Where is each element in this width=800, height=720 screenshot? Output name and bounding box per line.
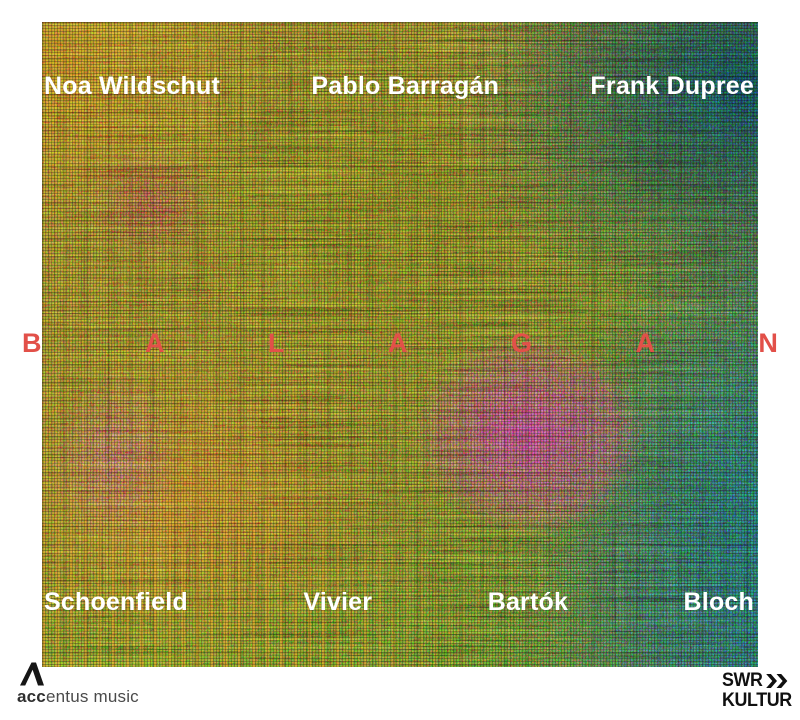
title-letter: A [635, 328, 655, 358]
accentus-wordmark: accentus music [17, 688, 139, 705]
title-letter: A [387, 328, 408, 358]
swr-kultur-logo: SWR KULTUR [722, 671, 792, 710]
title-letter: A [144, 328, 165, 358]
weave-grid-overlay [42, 22, 758, 667]
title-letter: G [510, 328, 532, 358]
cover-artwork: Noa Wildschut Pablo Barragán Frank Dupre… [42, 22, 758, 667]
album-title-balagan: B A L A G A N [22, 330, 778, 357]
performer-frank-dupree: Frank Dupree [590, 72, 754, 100]
swr-text: SWR [722, 670, 763, 691]
kultur-text: KULTUR [722, 690, 792, 711]
swr-logo-line1: SWR [722, 671, 792, 690]
performers-row: Noa Wildschut Pablo Barragán Frank Dupre… [44, 72, 754, 101]
accentus-wordmark-bold: acc [17, 687, 46, 706]
orange-stripes-accent [42, 460, 486, 667]
composer-bartok: Bartók [487, 588, 569, 616]
accentus-lambda-icon [20, 662, 44, 686]
performer-noa-wildschut: Noa Wildschut [44, 72, 220, 100]
title-letter: N [758, 328, 778, 358]
performer-pablo-barragan: Pablo Barragán [311, 72, 499, 100]
title-letter: B [22, 328, 42, 358]
accentus-music-logo: accentus music [17, 662, 139, 705]
accentus-wordmark-regular: entus music [45, 687, 139, 706]
composer-schoenfield: Schoenfield [44, 588, 188, 616]
composers-row: Schoenfield Vivier Bartók Bloch [44, 588, 754, 617]
title-letter: L [267, 328, 285, 358]
composer-vivier: Vivier [303, 588, 373, 616]
double-chevron-icon [766, 673, 788, 688]
composer-bloch: Bloch [683, 588, 754, 616]
